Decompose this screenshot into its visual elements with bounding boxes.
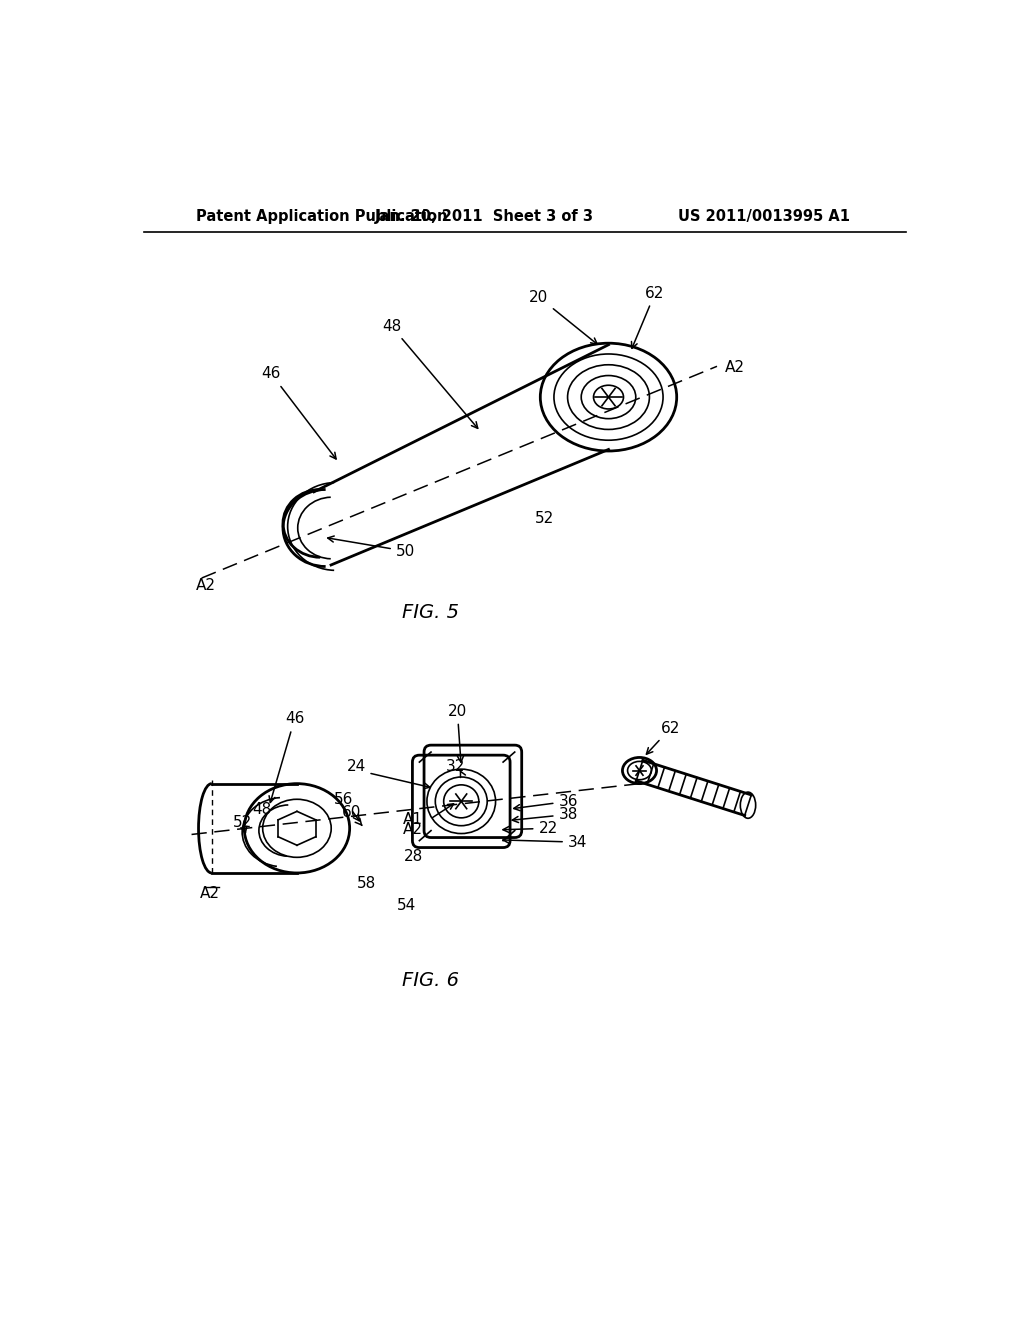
Text: 34: 34	[503, 834, 587, 850]
Text: A2: A2	[403, 822, 423, 837]
Text: Jan. 20, 2011  Sheet 3 of 3: Jan. 20, 2011 Sheet 3 of 3	[375, 209, 594, 223]
Text: A2: A2	[200, 886, 219, 902]
Text: 62: 62	[646, 721, 680, 754]
Text: FIG. 5: FIG. 5	[401, 603, 459, 622]
Text: 36: 36	[514, 793, 578, 810]
Text: 60: 60	[342, 805, 361, 825]
Text: 46: 46	[262, 367, 336, 459]
Text: 56: 56	[334, 792, 359, 821]
Text: Patent Application Publication: Patent Application Publication	[197, 209, 447, 223]
Text: FIG. 6: FIG. 6	[401, 972, 459, 990]
Text: 20: 20	[529, 289, 597, 345]
Text: 50: 50	[328, 536, 415, 558]
Text: 58: 58	[357, 876, 377, 891]
Text: 32: 32	[445, 759, 465, 775]
Text: 48: 48	[253, 801, 271, 817]
Text: 24: 24	[347, 759, 367, 775]
Text: 20: 20	[447, 704, 467, 762]
Text: 46: 46	[269, 711, 304, 803]
Text: 48: 48	[382, 318, 478, 428]
Text: A2: A2	[725, 360, 744, 375]
Text: 54: 54	[397, 898, 417, 913]
Text: US 2011/0013995 A1: US 2011/0013995 A1	[678, 209, 850, 223]
Text: 52: 52	[536, 511, 555, 527]
Text: 28: 28	[403, 849, 423, 863]
Text: 62: 62	[632, 285, 665, 348]
Text: 38: 38	[512, 807, 578, 822]
Text: A2: A2	[196, 578, 215, 593]
Text: A1: A1	[403, 812, 423, 826]
Text: 22: 22	[503, 821, 558, 836]
Text: 52: 52	[233, 814, 252, 833]
